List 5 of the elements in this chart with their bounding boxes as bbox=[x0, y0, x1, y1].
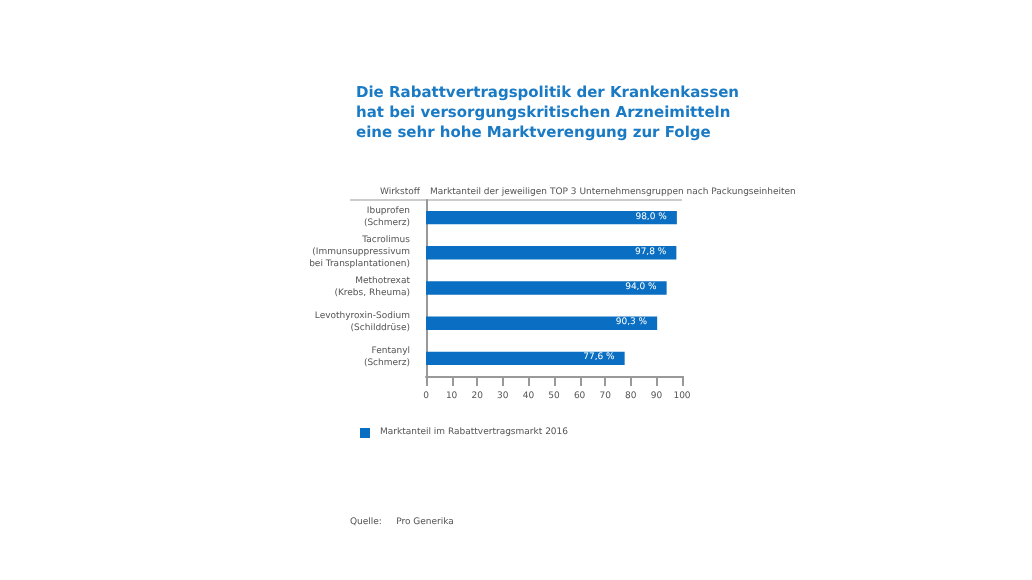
bar bbox=[426, 316, 658, 330]
bar bbox=[426, 351, 625, 366]
bar bbox=[426, 281, 667, 295]
bar bbox=[426, 246, 677, 260]
bar bbox=[426, 210, 677, 225]
